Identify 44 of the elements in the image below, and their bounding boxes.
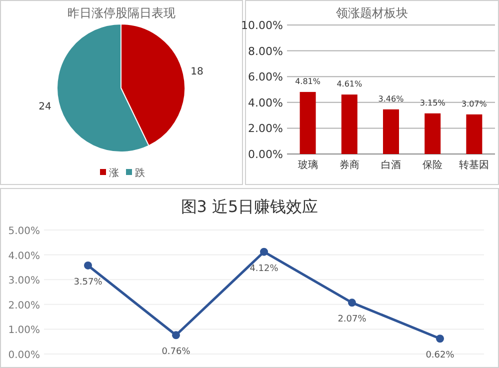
bar <box>466 114 482 154</box>
y-tick-label: 2.00% <box>8 300 40 312</box>
chart-title: 昨日涨停股隔日表现 <box>68 6 176 20</box>
point <box>172 331 180 340</box>
y-tick-label: 1.00% <box>8 325 40 336</box>
data-label: 2.07% <box>338 314 367 325</box>
legend-label: 涨 <box>109 167 119 179</box>
data-label: 3.46% <box>378 94 404 104</box>
point <box>84 261 92 270</box>
chart-title: 领涨题材板块 <box>336 6 408 20</box>
y-tick-label: 3.00% <box>8 276 40 287</box>
y-tick-label: 5.00% <box>8 226 40 237</box>
bar <box>341 94 358 154</box>
data-label: 4.61% <box>336 80 362 89</box>
data-label: 3.57% <box>74 277 103 288</box>
y-tick-label: 2.00% <box>248 122 283 136</box>
bar <box>424 113 441 154</box>
data-label: 18 <box>190 66 204 78</box>
data-label: 3.15% <box>420 98 446 108</box>
y-tick-label: 4.00% <box>8 250 40 262</box>
data-label: 4.12% <box>250 264 279 274</box>
y-tick-label: 0.00% <box>8 350 40 361</box>
data-label: 4.81% <box>295 76 321 86</box>
x-tick-label: 保险 <box>422 159 443 171</box>
data-label: 24 <box>38 101 52 112</box>
data-label: 0.62% <box>426 350 455 361</box>
x-tick-label: 券商 <box>339 159 360 171</box>
point <box>348 298 356 307</box>
y-tick-label: 8.00% <box>248 44 283 58</box>
y-tick-label: 4.00% <box>248 96 283 110</box>
point <box>436 334 444 343</box>
chart-title: 图3 近5日赚钱效应 <box>180 197 318 216</box>
y-tick-label: 0.00% <box>248 148 283 161</box>
x-tick-label: 白酒 <box>381 159 401 171</box>
bar <box>300 92 316 154</box>
y-tick-label: 6.00% <box>248 70 283 84</box>
data-label: 0.76% <box>162 347 191 358</box>
x-tick-label: 转基因 <box>459 159 490 171</box>
bar <box>383 109 399 154</box>
legend-label: 跌 <box>135 167 145 179</box>
x-tick-label: 玻璃 <box>298 159 318 171</box>
y-tick-label: 10.00% <box>241 19 283 32</box>
point <box>260 248 268 256</box>
data-label: 3.07% <box>461 99 488 108</box>
